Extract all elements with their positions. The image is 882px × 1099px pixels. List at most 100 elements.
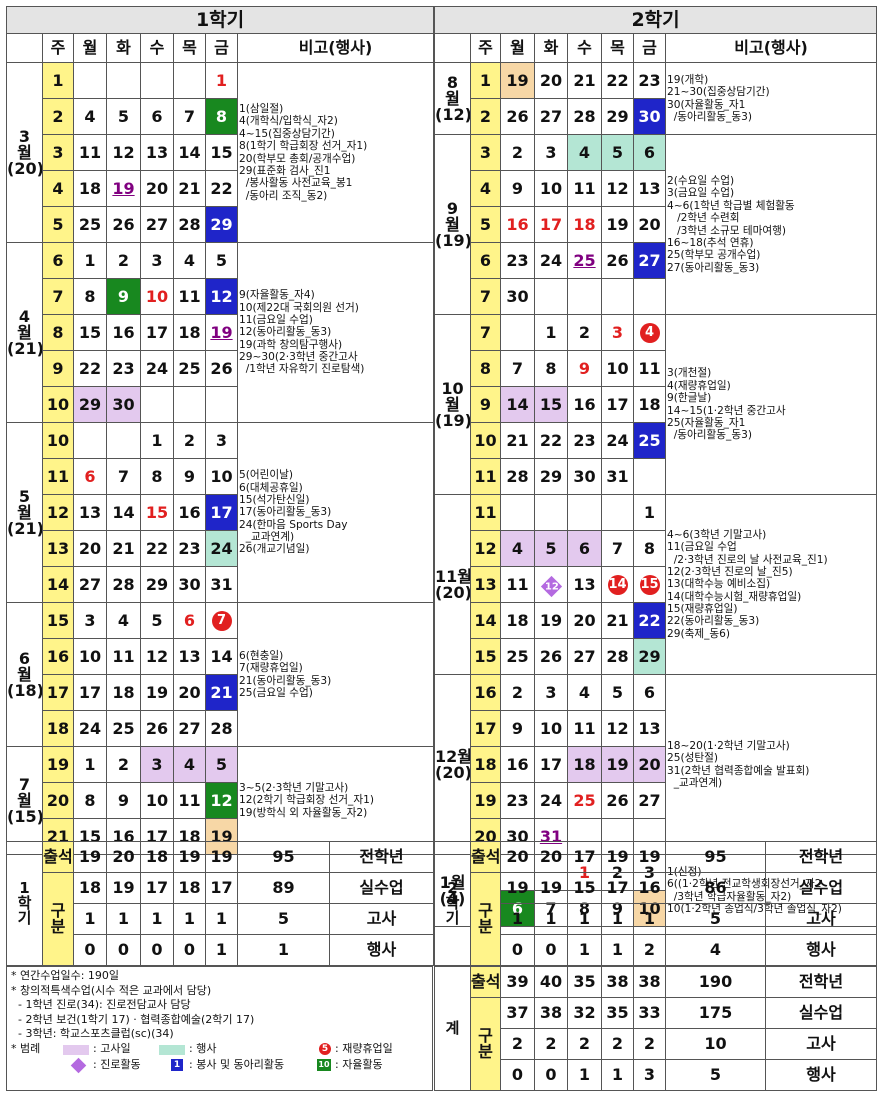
- day-cell: 13: [73, 494, 107, 531]
- week-number: 11: [470, 494, 501, 531]
- m11-week-row: 14 18 19 20 21 22: [435, 602, 877, 639]
- week-number: 3: [470, 134, 501, 171]
- day-cell: 31: [601, 458, 634, 495]
- day-cell: 1: [140, 422, 174, 459]
- legend-line: - 3학년: 학교스포츠클럽(sc)(34): [11, 1027, 174, 1040]
- day-cell: 5: [205, 242, 238, 279]
- week-number: 8: [470, 350, 501, 387]
- summary-count: 1: [567, 934, 602, 966]
- total-attend-label: 출석: [470, 966, 501, 998]
- summary-count: 2: [633, 1028, 666, 1060]
- summary-count: 18: [73, 872, 107, 904]
- summary-count: 20: [500, 841, 535, 873]
- day-cell: 28: [205, 710, 238, 747]
- holiday-circle: 7: [211, 610, 232, 631]
- m11-week-row: 13 11 12 13 14 15: [435, 566, 877, 603]
- day-cell: 20: [567, 602, 602, 639]
- summary-category: 행사: [765, 1059, 877, 1091]
- m5-notes: 5(어린이날) 6(대체공휴일) 15(석가탄신일) 17(동아리활동_동3) …: [236, 422, 435, 603]
- summary-count: 1: [601, 1059, 634, 1091]
- week-number: 19: [42, 746, 74, 783]
- day-number: 10: [145, 286, 169, 306]
- day-cell: 16: [500, 746, 535, 783]
- m9-week-row: 7 30: [435, 278, 877, 315]
- day-cell: 11: [567, 710, 602, 747]
- day-cell: 5: [534, 530, 568, 567]
- m10-notes: 3(개천절) 4(재량휴업일) 9(한글날) 14~15(1·2학년 중간고사 …: [664, 314, 878, 495]
- day-cell: 2: [106, 746, 141, 783]
- summary-total: 5: [237, 903, 330, 935]
- summary-count: 0: [140, 934, 174, 966]
- day-cell: [500, 314, 535, 351]
- summary-count: 17: [205, 872, 238, 904]
- summary-count: 40: [534, 966, 568, 998]
- week-number: 17: [470, 710, 501, 747]
- summary-count: 1: [205, 934, 238, 966]
- day-cell: 20: [534, 62, 568, 99]
- day-cell: 28: [601, 638, 634, 675]
- summary-count: 0: [534, 934, 568, 966]
- summary-total: 10: [665, 1028, 766, 1060]
- day-cell: 9: [173, 458, 206, 495]
- m11-month-label: 11월 (20): [434, 494, 471, 675]
- day-cell: 16: [500, 206, 535, 243]
- day-cell: 18: [633, 386, 666, 423]
- day-cell: [601, 278, 634, 315]
- day-cell: 13: [140, 134, 174, 171]
- holiday-circle: 14: [607, 574, 628, 595]
- legend-row-2: : 진로활동 1 : 봉사 및 동아리활동 10 : 자율활동: [11, 1057, 428, 1074]
- day-cell: [567, 494, 602, 531]
- day-cell: 5: [106, 98, 141, 135]
- sum2-row: 2 학 기 출석 20 20 17 19 19 95 전학년: [434, 841, 877, 966]
- day-cell: 20: [73, 530, 107, 567]
- sum1-row: 구 분 18 19 17 18 17 89 실수업: [7, 872, 434, 966]
- summary-count: 38: [633, 966, 666, 998]
- summary-count: 0: [500, 1059, 535, 1091]
- day-cell: 23: [567, 422, 602, 459]
- event-label: : 행사: [189, 1041, 217, 1055]
- day-cell: 4: [173, 746, 206, 783]
- day-cell: [205, 386, 238, 423]
- service-icon: 1: [171, 1058, 183, 1071]
- week-number: 4: [470, 170, 501, 207]
- day-cell: 8: [73, 782, 107, 819]
- day-cell: 15: [73, 314, 107, 351]
- day-cell: 16: [106, 314, 141, 351]
- summary-count: 16: [633, 872, 666, 904]
- week-number: 14: [470, 602, 501, 639]
- day-cell: 28: [567, 98, 602, 135]
- m8-week-row: 8 월 (12) 1 19 20 21 22 23 19(개학) 21~30(집중상담기간) 30…: [434, 62, 878, 135]
- summary-count: 1: [601, 934, 634, 966]
- day-cell: 11: [173, 782, 206, 819]
- day-cell: 30: [500, 278, 535, 315]
- semester1-table: 1학기 주 월 화 수 목 금 비고(행사) 3 월 (20) 1 1 1(삼일절) 4(…: [5, 6, 435, 855]
- col-tue: 화: [106, 33, 141, 63]
- day-cell: 20: [140, 170, 174, 207]
- day-cell: 10: [205, 458, 238, 495]
- col-notes: 비고(행사): [236, 33, 435, 63]
- day-cell: 12: [601, 170, 634, 207]
- col-mon: 월: [73, 33, 107, 63]
- day-cell: 30: [173, 566, 206, 603]
- day-cell: 29: [140, 566, 174, 603]
- day-cell: 17: [601, 386, 634, 423]
- m10-week-row: 11 28 29 30 31: [435, 458, 877, 495]
- summary-total: 95: [237, 841, 330, 873]
- day-cell: 19: [601, 746, 634, 783]
- m7-notes: 3~5(2·3학년 기말고사) 12(2학기 학급회장 선거_자1) 19(방학…: [236, 746, 435, 855]
- summary-count: 19: [633, 841, 666, 873]
- summary-count: 1: [567, 1059, 602, 1091]
- holiday-circle: 15: [639, 574, 660, 595]
- day-cell: 1: [534, 314, 568, 351]
- day-cell: 15: [205, 134, 238, 171]
- holiday-icon: 5: [319, 1042, 331, 1055]
- day-cell: 22: [205, 170, 238, 207]
- day-cell: 9: [500, 710, 535, 747]
- day-cell: 4: [173, 242, 206, 279]
- day-cell: 6: [173, 602, 206, 639]
- semester2-title: 2학기: [433, 6, 878, 34]
- m8-notes: 19(개학) 21~30(집중상담기간) 30(자율활동_자1 /동아리활동_동…: [664, 62, 878, 135]
